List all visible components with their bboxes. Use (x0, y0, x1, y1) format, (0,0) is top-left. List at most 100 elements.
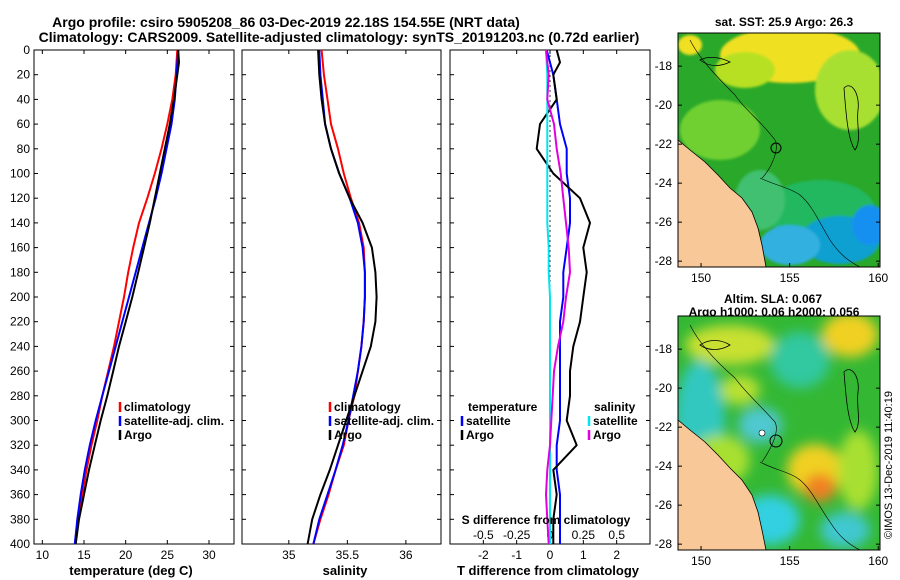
depth-tick-label: 20 (17, 68, 31, 82)
lat-tick-label: -20 (655, 381, 673, 395)
temperature-x-axis: 10 15 20 25 30 (36, 50, 216, 562)
s-diff-tick-label: -0.5 (473, 528, 494, 542)
salinity-panel-frame (241, 49, 442, 545)
depth-tick-label: 80 (17, 142, 31, 156)
depth-axis: 0 20 40 60 80 100 120 140 160 180 200 220 240 260 280 3… (10, 43, 650, 551)
temperature-series-group (73, 49, 180, 545)
sst-map-title: sat. SST: 25.9 Argo: 26.3 (715, 15, 854, 29)
legend-label-climatology: climatology (334, 400, 401, 414)
t-diff-argo-line (535, 49, 591, 544)
legend-label-argo: Argo (124, 428, 152, 442)
depth-tick-label: 0 (23, 43, 30, 57)
sal-argo-line (306, 49, 378, 545)
x-tick-label: 15 (77, 548, 91, 562)
lat-tick-label: -22 (655, 420, 673, 434)
depth-tick-label: 340 (10, 463, 30, 477)
depth-tick-label: 240 (10, 339, 30, 353)
lat-tick-label: -28 (655, 537, 673, 551)
sla-map-axes: -18 -20 -22 -24 -26 -28 150 155 160 (655, 342, 889, 568)
x-tick-label: 1 (580, 548, 587, 562)
temperature-legend: climatology satellite-adj. clim. Argo (118, 400, 224, 442)
s-diff-argo-line (545, 49, 571, 545)
s-diff-satellite-line (545, 49, 551, 544)
temperature-panel-frame (33, 49, 235, 545)
depth-tick-label: 60 (17, 117, 31, 131)
lat-tick-label: -18 (655, 59, 673, 73)
x-tick-label: -2 (478, 548, 489, 562)
sst-map-frame (677, 32, 881, 268)
x-tick-label: 36 (399, 548, 413, 562)
depth-tick-label: 220 (10, 315, 30, 329)
lat-tick-label: -26 (655, 498, 673, 512)
sla-map-frame (677, 315, 881, 551)
title-line-1: Argo profile: csiro 5905208_86 03-Dec-20… (52, 14, 520, 30)
lon-tick-label: 160 (868, 554, 888, 568)
title-line-2: Climatology: CARS2009. Satellite-adjuste… (39, 29, 640, 45)
depth-tick-label: 200 (10, 290, 30, 304)
lat-tick-label: -28 (655, 254, 673, 268)
lon-tick-label: 155 (780, 271, 800, 285)
legend-title-salinity: salinity (594, 400, 636, 414)
imos-credit: ©IMOS 13-Dec-2019 11:40:19 (883, 391, 895, 539)
depth-tick-label: 140 (10, 216, 30, 230)
depth-tick-label: 280 (10, 389, 30, 403)
sla-map-image (678, 316, 880, 550)
sal-satellite-line (312, 49, 366, 545)
t-diff-satellite-line (545, 49, 571, 544)
depth-tick-label: 160 (10, 241, 30, 255)
x-tick-label: 2 (613, 548, 620, 562)
x-tick-label: 10 (36, 548, 50, 562)
lon-tick-label: 150 (691, 554, 711, 568)
difference-legend: temperature satellite Argo salinity sate… (460, 400, 638, 442)
lon-tick-label: 150 (691, 271, 711, 285)
temp-satellite-line (73, 49, 180, 545)
salinity-legend: climatology satellite-adj. clim. Argo (328, 400, 434, 442)
x-tick-label: 20 (119, 548, 133, 562)
s-diff-tick-label: -0.25 (503, 528, 531, 542)
lon-tick-label: 160 (868, 271, 888, 285)
difference-x-axis: -2 -1 0 1 2-0.5 -0.25 0 0.25 0.5 (473, 50, 625, 562)
x-tick-label: 25 (161, 548, 175, 562)
salinity-x-axis: 35 35.5 36 (282, 50, 413, 562)
depth-tick-label: 320 (10, 438, 30, 452)
x-tick-label: 0 (547, 548, 554, 562)
legend-label-argo: Argo (334, 428, 362, 442)
sst-map-axes: -18 -20 -22 -24 -26 -28 150 155 160 (655, 59, 889, 285)
depth-tick-label: 40 (17, 92, 31, 106)
sal-climatology-line (312, 49, 366, 545)
depth-tick-label: 400 (10, 537, 30, 551)
x-tick-label: 35.5 (336, 548, 360, 562)
legend-label-s-satellite: satellite (593, 414, 638, 428)
lon-tick-label: 155 (780, 554, 800, 568)
depth-tick-label: 100 (10, 167, 30, 181)
depth-tick-label: 180 (10, 265, 30, 279)
difference-series-group (535, 49, 591, 545)
salinity-x-label: salinity (323, 563, 369, 578)
s-diff-tick-label: 0.5 (608, 528, 625, 542)
lat-tick-label: -26 (655, 215, 673, 229)
difference-x-label: T difference from climatology (457, 563, 640, 578)
difference-top-axis-label: S difference from climatology (462, 513, 631, 527)
sla-map-title-line-1: Altim. SLA: 0.067 (724, 292, 822, 306)
lat-tick-label: -20 (655, 98, 673, 112)
lat-tick-label: -18 (655, 342, 673, 356)
legend-label-climatology: climatology (124, 400, 191, 414)
lat-tick-label: -24 (655, 176, 673, 190)
temperature-x-label: temperature (deg C) (69, 563, 193, 578)
legend-label-satellite: satellite-adj. clim. (334, 414, 434, 428)
x-tick-label: 35 (282, 548, 296, 562)
x-tick-label: -1 (511, 548, 522, 562)
legend-label-t-satellite: satellite (466, 414, 511, 428)
lat-tick-label: -22 (655, 137, 673, 151)
depth-tick-label: 360 (10, 488, 30, 502)
lat-tick-label: -24 (655, 459, 673, 473)
depth-tick-label: 300 (10, 414, 30, 428)
x-tick-label: 30 (202, 548, 216, 562)
legend-title-temperature: temperature (468, 400, 538, 414)
legend-label-satellite: satellite-adj. clim. (124, 414, 224, 428)
legend-label-t-argo: Argo (466, 428, 494, 442)
depth-tick-label: 380 (10, 512, 30, 526)
sst-map-image (678, 33, 880, 267)
depth-tick-label: 260 (10, 364, 30, 378)
